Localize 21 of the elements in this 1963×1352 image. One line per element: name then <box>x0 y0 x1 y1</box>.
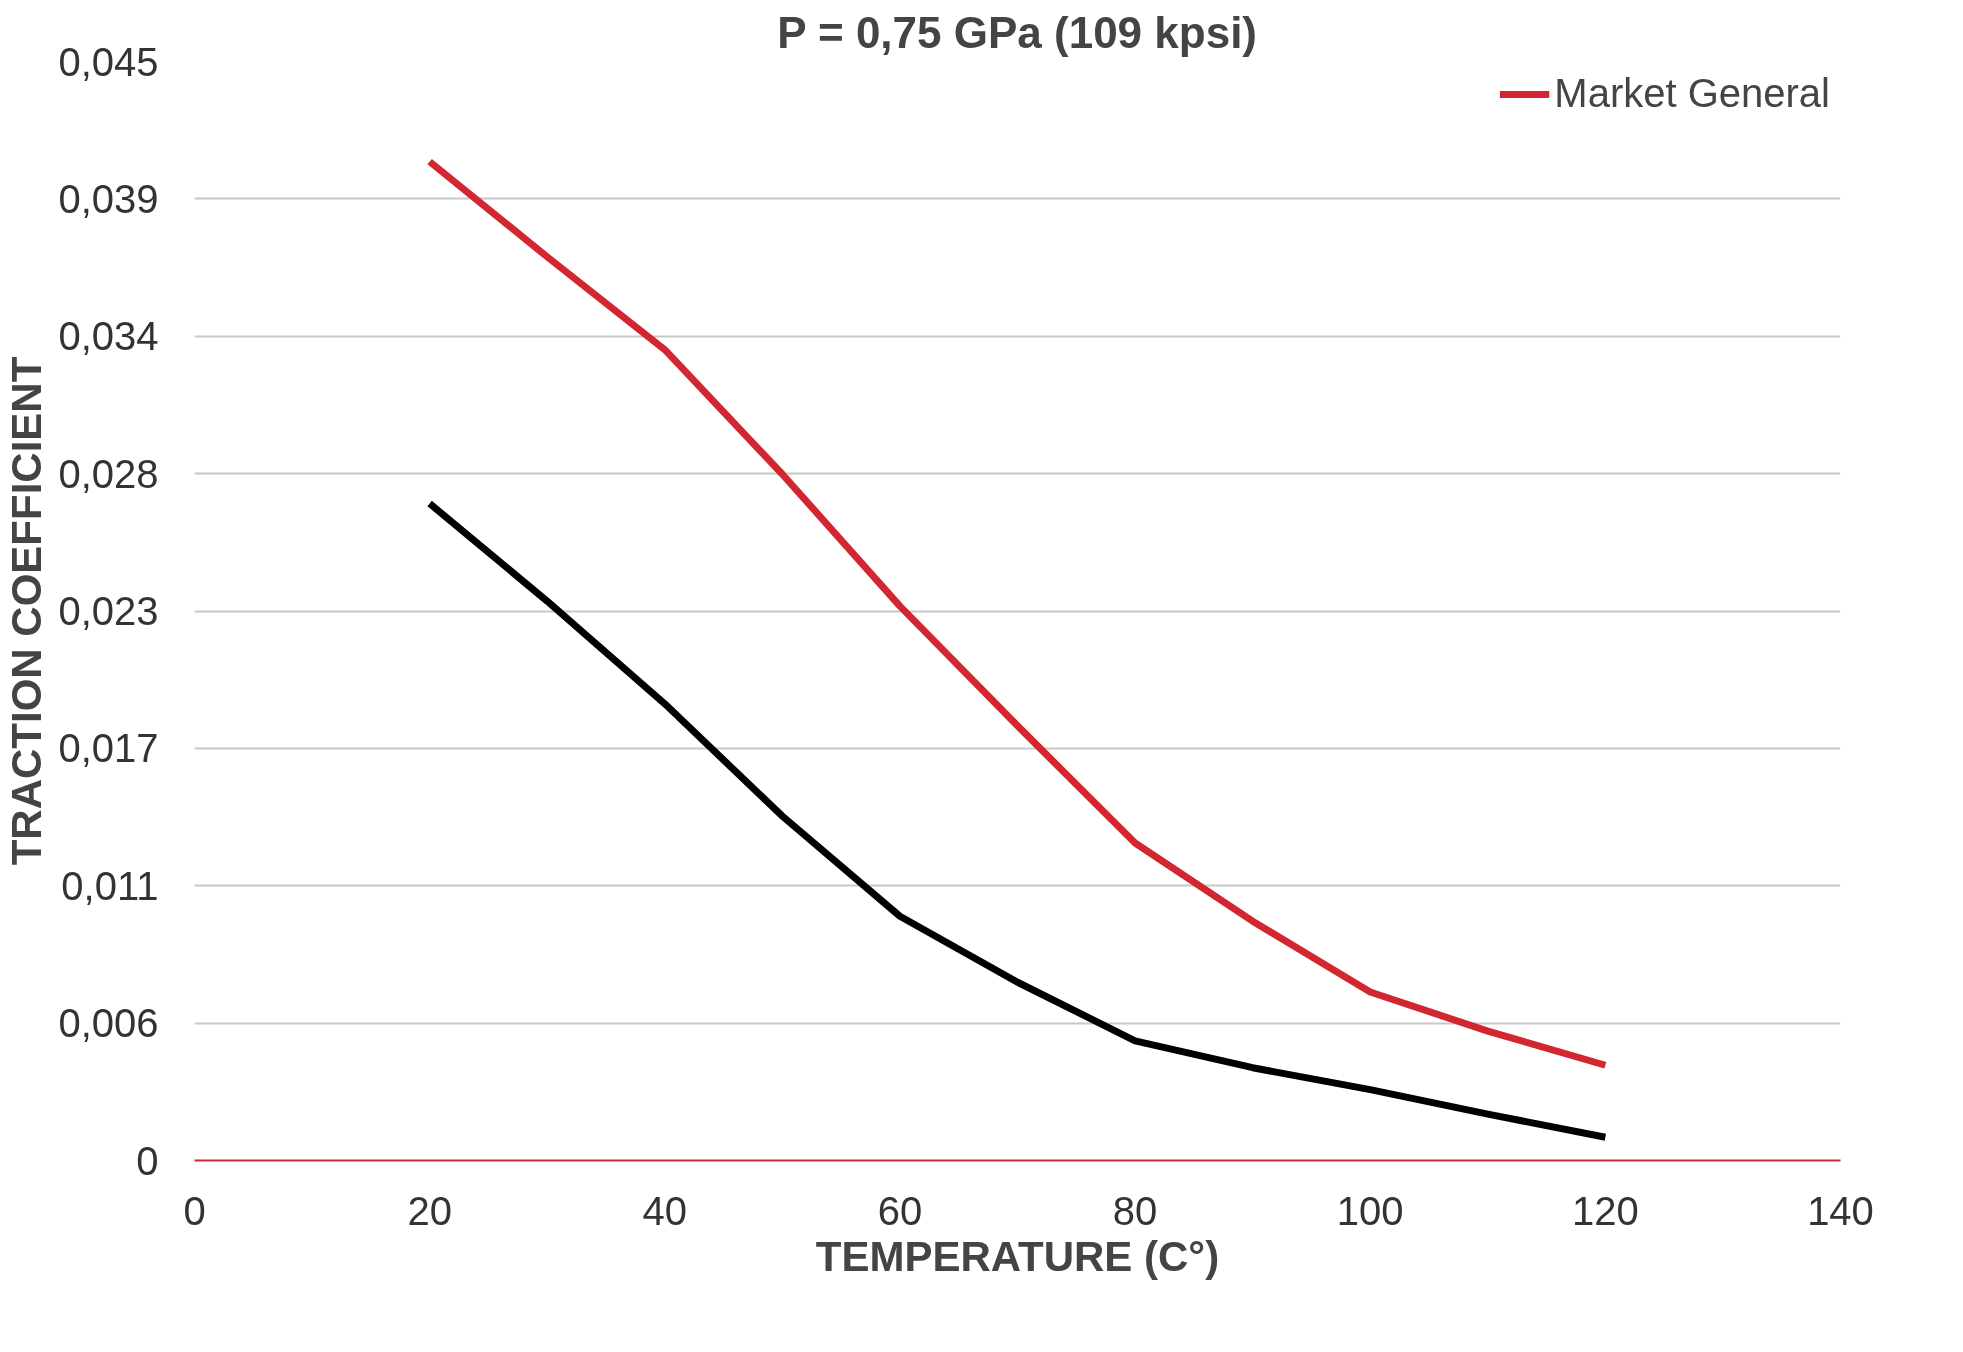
y-tick-label: 0,028 <box>58 451 159 496</box>
x-tick-label: 0 <box>183 1188 206 1233</box>
x-tick-label: 80 <box>1112 1188 1158 1233</box>
x-tick-label: 40 <box>642 1188 688 1233</box>
y-tick-label: 0,011 <box>61 863 159 908</box>
x-tick-label: 100 <box>1336 1188 1404 1233</box>
y-tick-label: 0,023 <box>58 589 159 633</box>
y-tick-label: 0,034 <box>58 314 159 359</box>
x-tick-label: 120 <box>1571 1188 1639 1233</box>
x-tick-label: 140 <box>1807 1188 1874 1233</box>
chart-title: P = 0,75 GPa (109 kpsi) <box>777 7 1258 57</box>
x-tick-label: 60 <box>877 1188 923 1233</box>
legend-label: Market General <box>1554 71 1830 116</box>
y-tick-label: 0,039 <box>58 176 159 221</box>
x-axis-title: TEMPERATURE (C°) <box>815 1232 1220 1280</box>
y-tick-label: 0,045 <box>58 39 159 84</box>
x-tick-label: 20 <box>407 1188 452 1233</box>
y-tick-label: 0 <box>136 1138 159 1183</box>
y-axis-title: TRACTION COEFFICIENT <box>3 356 51 866</box>
y-tick-label: 0,006 <box>58 1001 159 1046</box>
y-tick-label: 0,017 <box>58 726 159 771</box>
